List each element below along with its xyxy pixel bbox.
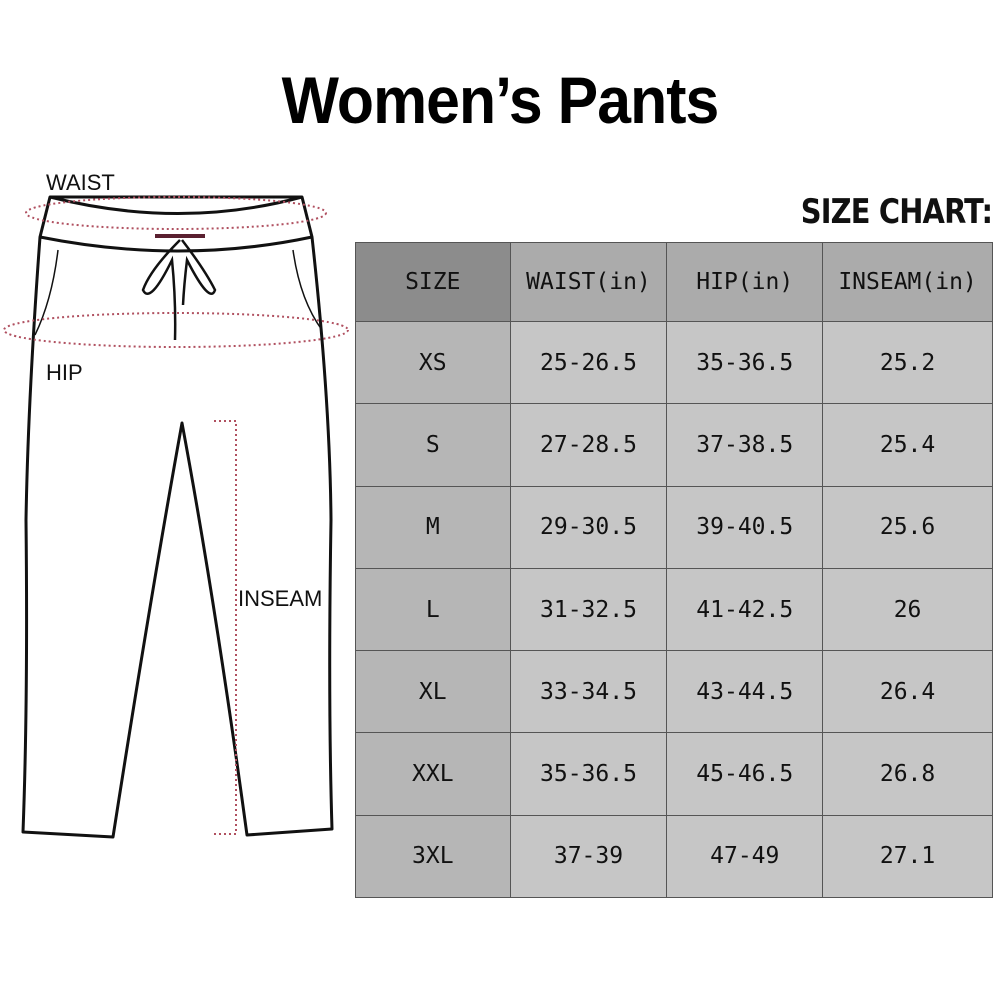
waist-cell: 31-32.5: [509, 567, 668, 652]
drawstring-icon: [141, 234, 217, 341]
header-inseam: INSEAM(in): [822, 241, 993, 323]
waist-cell: 25-26.5: [509, 321, 668, 405]
header-hip: HIP(in): [666, 241, 824, 323]
table-row: L 31-32.5 41-42.5 26: [355, 567, 993, 652]
header-waist: WAIST(in): [509, 241, 668, 323]
hip-cell: 41-42.5: [666, 567, 824, 652]
table-row: XL 33-34.5 43-44.5 26.4: [355, 650, 993, 734]
size-cell: S: [355, 403, 511, 487]
size-cell: XXL: [355, 732, 511, 816]
size-cell: 3XL: [355, 814, 511, 899]
header-size: SIZE: [355, 241, 511, 323]
hip-cell: 35-36.5: [666, 321, 824, 405]
inseam-cell: 25.2: [822, 321, 993, 405]
waist-cell: 27-28.5: [509, 403, 668, 487]
pocket-right: [292, 249, 323, 331]
size-cell: XS: [355, 321, 511, 405]
table-row: S 27-28.5 37-38.5 25.4: [355, 403, 993, 487]
table-row: 3XL 37-39 47-49 27.1: [355, 814, 993, 899]
table-row: XS 25-26.5 35-36.5 25.2: [355, 321, 993, 405]
size-cell: XL: [355, 650, 511, 734]
pants-outline: [21, 195, 334, 839]
size-chart-label: SIZE CHART:: [800, 192, 993, 232]
inseam-cell: 26.8: [822, 732, 993, 816]
inseam-label: INSEAM: [238, 586, 323, 611]
inseam-cell: 25.4: [822, 403, 993, 487]
waistband-bottom-curve: [39, 235, 313, 253]
waist-cell: 35-36.5: [509, 732, 668, 816]
inseam-measure-line: [214, 420, 237, 835]
hip-cell: 47-49: [666, 814, 824, 899]
waist-label: WAIST: [46, 170, 115, 195]
waist-cell: 29-30.5: [509, 485, 668, 569]
size-cell: L: [355, 567, 511, 652]
pants-diagram: [3, 195, 349, 839]
table-header-row: SIZE WAIST(in) HIP(in) INSEAM(in): [355, 241, 993, 323]
waist-cell: 37-39: [509, 814, 668, 899]
waist-cell: 33-34.5: [509, 650, 668, 734]
size-chart-table: SIZE WAIST(in) HIP(in) INSEAM(in) XS 25-2…: [355, 241, 993, 899]
waist-measure-line: [25, 196, 327, 230]
inseam-cell: 27.1: [822, 814, 993, 899]
hip-cell: 37-38.5: [666, 403, 824, 487]
inseam-cell: 25.6: [822, 485, 993, 569]
table-row: XXL 35-36.5 45-46.5 26.8: [355, 732, 993, 816]
hip-cell: 39-40.5: [666, 485, 824, 569]
size-cell: M: [355, 485, 511, 569]
pocket-left: [34, 249, 59, 336]
hip-cell: 43-44.5: [666, 650, 824, 734]
hip-measure-line: [3, 312, 349, 348]
table-row: M 29-30.5 39-40.5 25.6: [355, 485, 993, 569]
inseam-cell: 26: [822, 567, 993, 652]
hip-cell: 45-46.5: [666, 732, 824, 816]
page-title: Women’s Pants: [281, 63, 720, 137]
hip-label: HIP: [46, 360, 83, 385]
waistband-top-curve: [49, 195, 303, 215]
inseam-cell: 26.4: [822, 650, 993, 734]
